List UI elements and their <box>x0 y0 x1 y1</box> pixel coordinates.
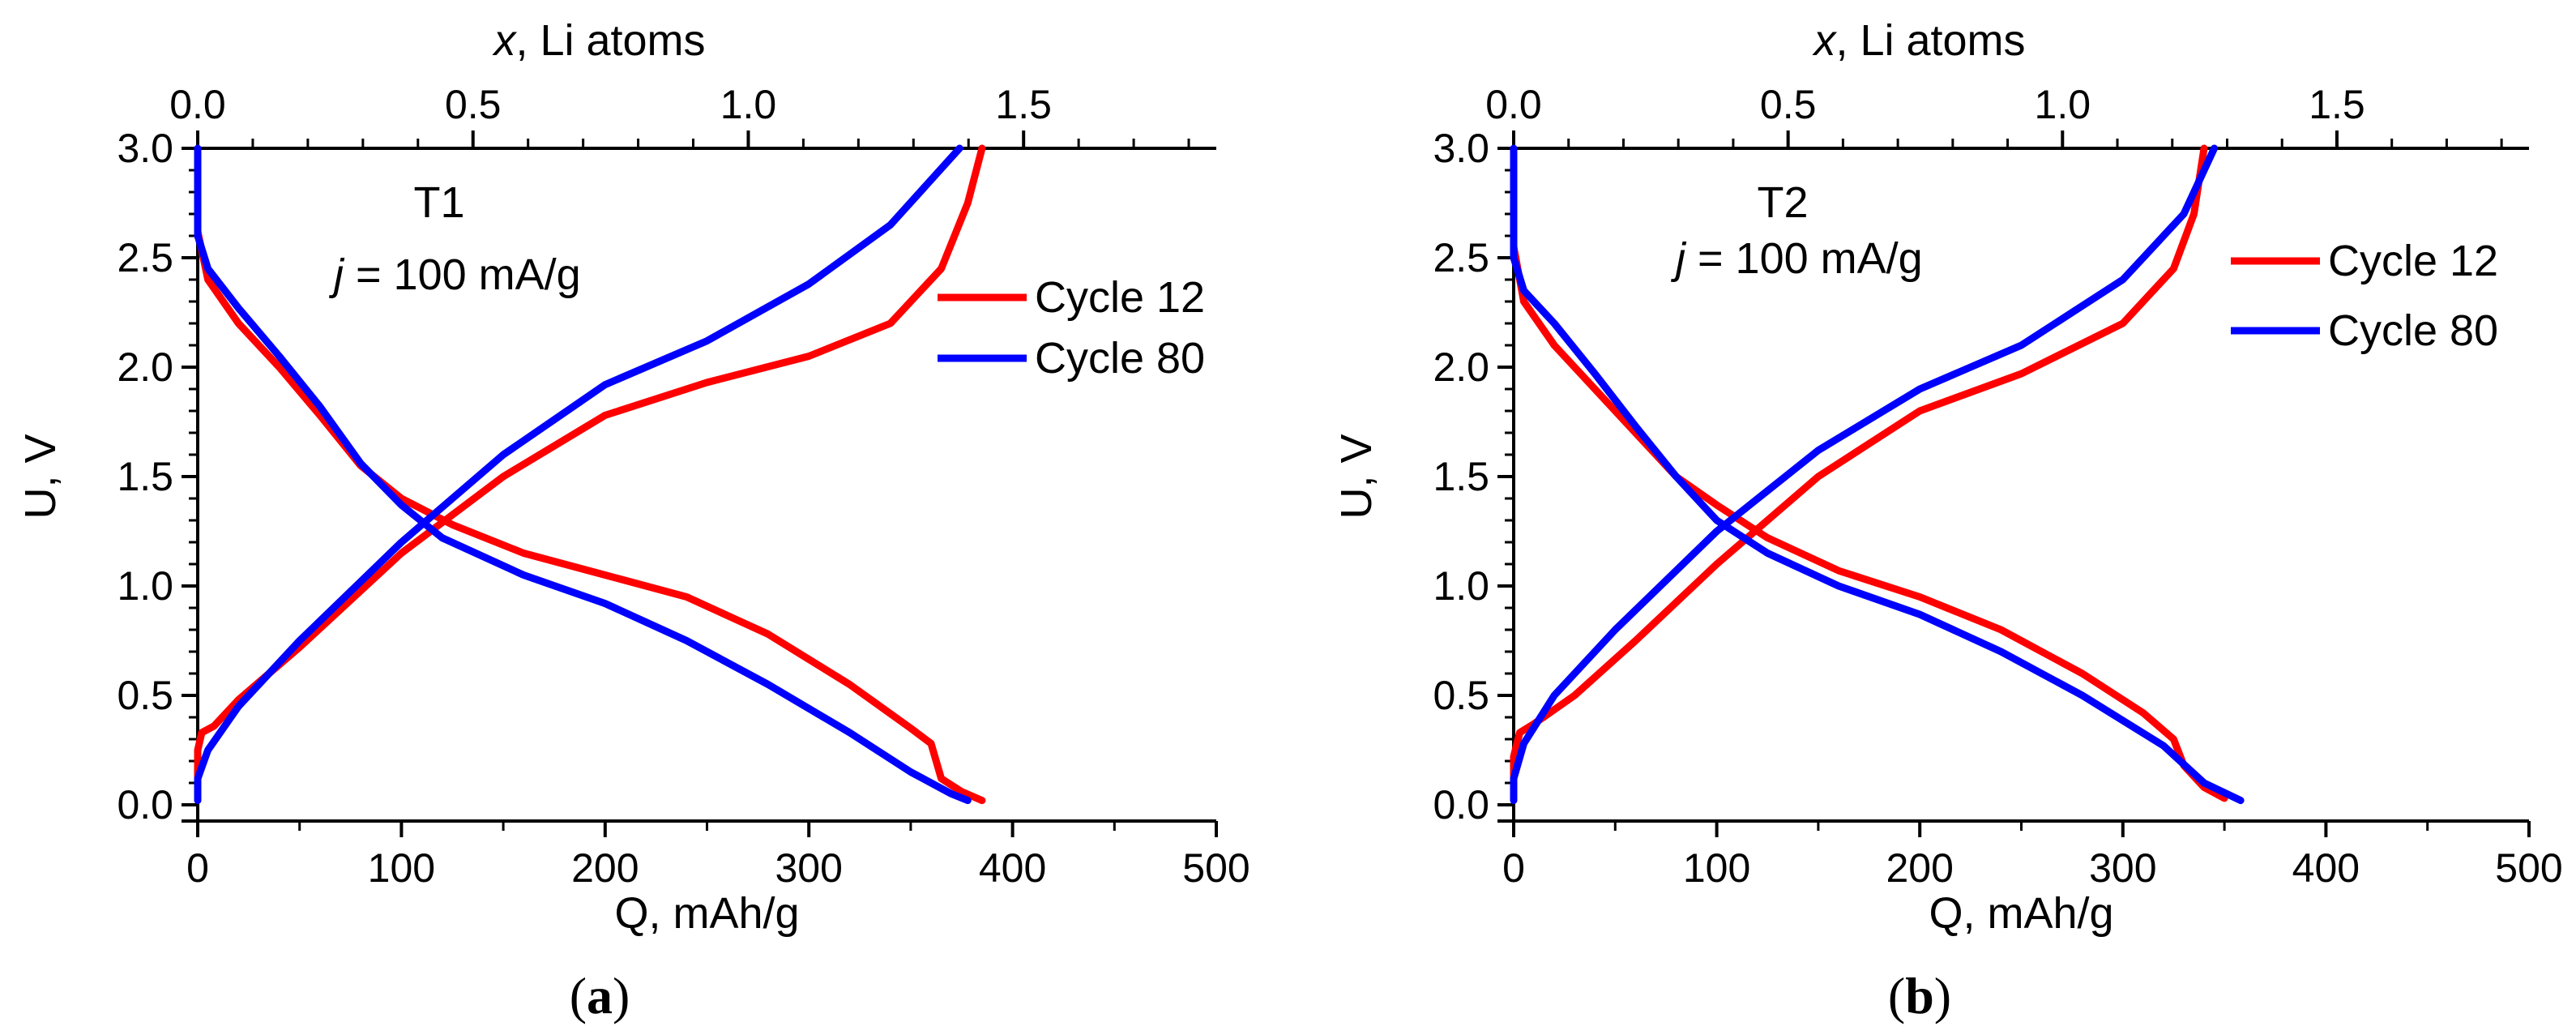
x-tick-label: 500 <box>1182 845 1250 891</box>
current-density-annotation: j = 100 mA/g <box>1670 234 1923 283</box>
x-tick-label: 0 <box>1502 845 1525 891</box>
y-tick-label: 1.0 <box>117 563 173 609</box>
top-x-axis-label: x, Li atoms <box>491 16 705 65</box>
x-tick-label: 400 <box>2292 845 2360 891</box>
y-axis-label: U, V <box>16 434 65 519</box>
x-axis-label: Q, mAh/g <box>614 889 799 938</box>
x-tick-label: 500 <box>2495 845 2562 891</box>
x-tick-label: 0 <box>186 845 209 891</box>
series-line-cycle-12-discharge <box>1510 243 2228 802</box>
top-x-tick-label: 1.5 <box>995 82 1052 127</box>
y-axis-label: U, V <box>1332 434 1381 519</box>
series-line-cycle-80-discharge <box>194 144 972 805</box>
chart-panel-b: 0 100 200 300 400 5000.00.51.01.52.02.53.00.0… <box>1332 16 2563 1024</box>
legend-label: Cycle 80 <box>2328 306 2498 355</box>
series-line-cycle-12-charge <box>194 144 986 787</box>
top-x-tick-label: 1.0 <box>2035 82 2091 127</box>
x-tick-label: 300 <box>2089 845 2156 891</box>
top-x-tick-label: 0.5 <box>445 82 502 127</box>
x-tick-label: 100 <box>368 845 435 891</box>
y-tick-label: 2.5 <box>117 235 173 280</box>
panel-label: (a) <box>570 967 630 1024</box>
y-tick-label: 3.0 <box>117 126 173 171</box>
chart-panel-a: 0 100 200 300 400 5000.00.51.01.52.02.53.00.0… <box>16 16 1250 1024</box>
series-line-cycle-12-charge <box>1510 144 2208 798</box>
y-tick-label: 0.5 <box>117 673 173 718</box>
y-tick-label: 1.5 <box>1433 454 1489 499</box>
y-tick-label: 0.5 <box>1433 673 1489 718</box>
top-x-tick-label: 1.0 <box>720 82 777 127</box>
series-line-cycle-12-discharge <box>194 228 986 805</box>
sample-annotation: T1 <box>413 178 464 227</box>
sample-annotation: T2 <box>1757 178 1808 227</box>
y-tick-label: 2.5 <box>1433 235 1489 280</box>
top-x-tick-label: 1.5 <box>2309 82 2365 127</box>
series-line-cycle-80-discharge <box>1510 144 2245 805</box>
y-tick-label: 0.0 <box>117 782 173 828</box>
legend-label: Cycle 80 <box>1035 334 1205 383</box>
y-tick-label: 3.0 <box>1433 126 1489 171</box>
series-line-cycle-80-charge <box>1510 144 2219 805</box>
top-x-axis-label: x, Li atoms <box>1811 16 2025 65</box>
top-x-tick-label: 0.0 <box>1485 82 1542 127</box>
top-x-tick-label: 0.0 <box>169 82 226 127</box>
y-tick-label: 0.0 <box>1433 782 1489 828</box>
legend-label: Cycle 12 <box>2328 237 2498 285</box>
y-tick-label: 2.0 <box>117 344 173 390</box>
y-tick-label: 1.0 <box>1433 563 1489 609</box>
x-axis-label: Q, mAh/g <box>1929 889 2113 938</box>
x-tick-label: 300 <box>775 845 842 891</box>
x-tick-label: 200 <box>571 845 639 891</box>
legend-label: Cycle 12 <box>1035 273 1205 322</box>
y-tick-label: 1.5 <box>117 454 173 499</box>
x-tick-label: 200 <box>1886 845 1953 891</box>
x-tick-label: 100 <box>1683 845 1750 891</box>
current-density-annotation: j = 100 mA/g <box>328 250 581 299</box>
series-line-cycle-80-charge <box>194 144 963 805</box>
panel-label: (b) <box>1888 967 1951 1024</box>
top-x-tick-label: 0.5 <box>1760 82 1817 127</box>
y-tick-label: 2.0 <box>1433 344 1489 390</box>
x-tick-label: 400 <box>979 845 1046 891</box>
